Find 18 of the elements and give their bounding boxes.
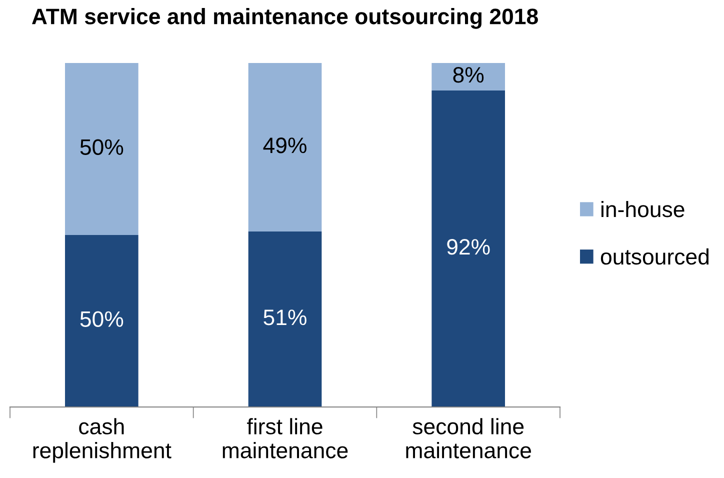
bar	[248, 232, 322, 407]
legend-label: in-house	[601, 200, 684, 218]
bar	[65, 63, 138, 235]
chart-title: ATM service and maintenance outsourcing 2018	[32, 8, 538, 29]
x-tick-label: second line maintenance	[406, 418, 531, 458]
x-tick-label: first line maintenance	[222, 418, 348, 458]
legend-label: outsourced	[600, 248, 709, 265]
bar	[65, 235, 138, 407]
bar	[248, 63, 322, 232]
x-tick-label: cash replenishment	[33, 418, 172, 463]
data-label: 51%	[264, 310, 306, 326]
data-label: 92%	[447, 238, 490, 255]
data-label: 49%	[263, 138, 306, 154]
data-label: 50%	[80, 311, 124, 327]
bar	[432, 63, 505, 91]
bar	[432, 90, 505, 407]
data-label: 8%	[453, 66, 484, 83]
data-label: 50%	[80, 139, 124, 155]
